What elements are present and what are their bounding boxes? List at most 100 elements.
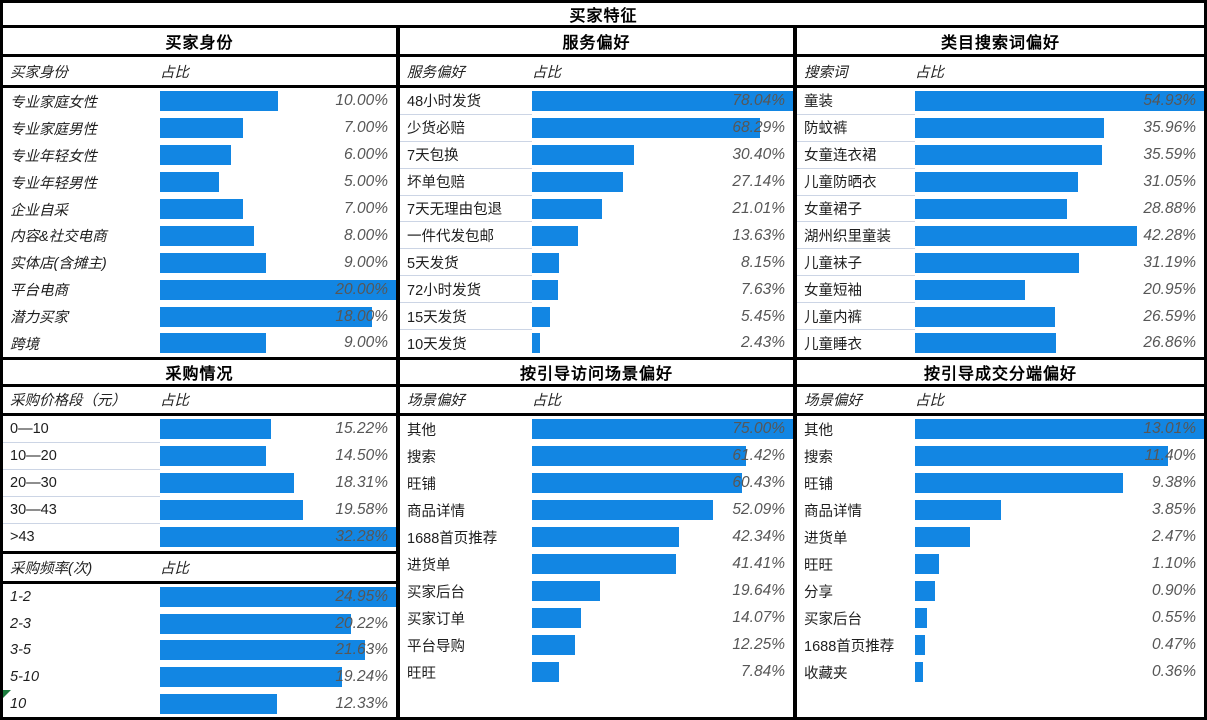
category-label: 30—43 xyxy=(3,497,160,524)
value-label: 1.10% xyxy=(1152,555,1196,573)
chart-row: 2-3 20.22% xyxy=(3,611,396,638)
data-bar xyxy=(160,199,243,219)
data-bar xyxy=(915,145,1103,166)
bar-cell: 75.00% xyxy=(532,416,793,443)
bar-cell: 21.63% xyxy=(160,637,396,664)
chart-row: 5天发货 8.15% xyxy=(400,249,793,277)
value-label: 19.64% xyxy=(732,582,785,600)
chart-row: 专业年轻女性 6.00% xyxy=(3,142,396,169)
bar-cell: 21.01% xyxy=(532,196,793,223)
chart-row: 15天发货 5.45% xyxy=(400,303,793,331)
data-bar xyxy=(915,172,1079,193)
bar-cell: 0.55% xyxy=(915,605,1204,632)
chart-row: 10天发货 2.43% xyxy=(400,330,793,357)
chart-row: 防蚊裤 35.96% xyxy=(797,115,1204,142)
category-label: 5-10 xyxy=(10,668,40,685)
bar-cell: 41.41% xyxy=(532,551,793,578)
category-label: 旺铺 xyxy=(407,476,436,493)
bar-cell: 9.00% xyxy=(160,249,396,276)
chart-row: 买家后台 19.64% xyxy=(400,578,793,605)
chart-row: 20—30 18.31% xyxy=(3,470,396,497)
category-label: 买家后台 xyxy=(407,584,465,601)
value-label: 7.84% xyxy=(741,663,785,681)
bar-cell: 35.59% xyxy=(915,142,1204,169)
data-bar xyxy=(915,279,1026,300)
chart-row: 实体店(含摊主) 9.00% xyxy=(3,249,396,276)
category-label: 10 xyxy=(3,690,160,717)
chart-row: 搜索 61.42% xyxy=(400,443,793,470)
data-bar xyxy=(532,527,680,548)
column-header-value: 占比 xyxy=(532,393,561,410)
bar-cell: 7.84% xyxy=(532,659,793,686)
bar-cell: 14.50% xyxy=(160,443,396,470)
bar-cell: 9.38% xyxy=(915,470,1204,497)
data-bar xyxy=(160,500,304,521)
chart-row: 30—43 19.58% xyxy=(3,497,396,524)
bar-cell: 28.88% xyxy=(915,196,1204,223)
chart-row: 进货单 41.41% xyxy=(400,551,793,578)
category-label: 其他 xyxy=(407,422,436,439)
chart-category-search-terms: 童装 54.93% 防蚊裤 35.96% 女童连衣裙 35.59% 儿童防晒衣 31.05% 女… xyxy=(797,88,1204,357)
value-label: 26.86% xyxy=(1143,334,1196,352)
data-bar xyxy=(915,91,1204,112)
value-label: 26.59% xyxy=(1143,307,1196,325)
chart-row: 专业家庭男性 7.00% xyxy=(3,115,396,142)
panel-title-service-preference: 服务偏好 xyxy=(400,28,793,54)
value-label: 24.95% xyxy=(335,588,388,606)
bar-cell: 19.24% xyxy=(160,664,396,691)
data-bar xyxy=(915,500,1001,521)
bar-cell: 30.40% xyxy=(532,142,793,169)
bar-cell: 0.90% xyxy=(915,578,1204,605)
value-label: 42.34% xyxy=(732,528,785,546)
bar-cell: 8.00% xyxy=(160,222,396,249)
category-label: 商品详情 xyxy=(407,503,465,520)
data-bar xyxy=(532,635,575,656)
category-label: 女童短袖 xyxy=(797,276,915,304)
category-label: 其他 xyxy=(804,422,833,439)
value-label: 18.00% xyxy=(335,307,388,325)
chart-guided-visit-scene: 其他 75.00% 搜索 61.42% 旺铺 60.43% 商品详情 52.09% 1688首页… xyxy=(400,415,793,717)
subheader-purchase-frequency: 采购频率(次) 占比 xyxy=(3,554,396,581)
bar-cell: 2.47% xyxy=(915,524,1204,551)
category-label: 专业年轻男性 xyxy=(10,175,97,192)
bar-cell: 20.22% xyxy=(160,611,396,638)
value-label: 3.85% xyxy=(1152,501,1196,519)
bar-cell: 54.93% xyxy=(915,88,1204,115)
category-label: 防蚊裤 xyxy=(797,115,915,142)
data-bar xyxy=(915,635,926,656)
panel-title-guided-visit-scene: 按引导访问场景偏好 xyxy=(400,359,793,384)
value-label: 0.47% xyxy=(1152,636,1196,654)
data-bar xyxy=(532,554,677,575)
data-bar xyxy=(532,172,623,193)
category-label: 1688首页推荐 xyxy=(804,638,895,655)
data-bar xyxy=(532,581,601,602)
category-label: 10—20 xyxy=(3,443,160,470)
category-label: 专业家庭男性 xyxy=(10,121,97,138)
bar-cell: 31.05% xyxy=(915,169,1204,196)
chart-row: 童装 54.93% xyxy=(797,88,1204,115)
category-label: 5天发货 xyxy=(400,249,532,277)
column-header-category: 采购价格段（元） xyxy=(10,393,126,410)
category-label: >43 xyxy=(10,529,35,546)
value-label: 0.55% xyxy=(1152,609,1196,627)
data-bar xyxy=(160,225,255,246)
category-label: 一件代发包邮 xyxy=(400,222,532,250)
data-bar xyxy=(160,613,352,634)
section-divider xyxy=(3,580,396,584)
data-bar xyxy=(915,252,1080,273)
chart-row: 买家后台 0.55% xyxy=(797,605,1204,632)
bar-cell: 10.00% xyxy=(160,88,396,115)
value-label: 7.00% xyxy=(344,119,388,137)
category-label: 旺旺 xyxy=(407,665,436,682)
panel-title-category-search-terms: 类目搜索词偏好 xyxy=(797,28,1204,54)
category-label: 儿童袜子 xyxy=(797,249,915,277)
bar-cell: 14.07% xyxy=(532,605,793,632)
data-bar xyxy=(532,199,603,219)
data-bar xyxy=(160,640,365,661)
bar-cell: 9.00% xyxy=(160,330,396,357)
value-label: 6.00% xyxy=(344,146,388,164)
data-bar xyxy=(915,554,940,575)
value-label: 61.42% xyxy=(732,447,785,465)
category-label: 买家订单 xyxy=(407,611,465,628)
chart-row: 7天包换 30.40% xyxy=(400,142,793,169)
